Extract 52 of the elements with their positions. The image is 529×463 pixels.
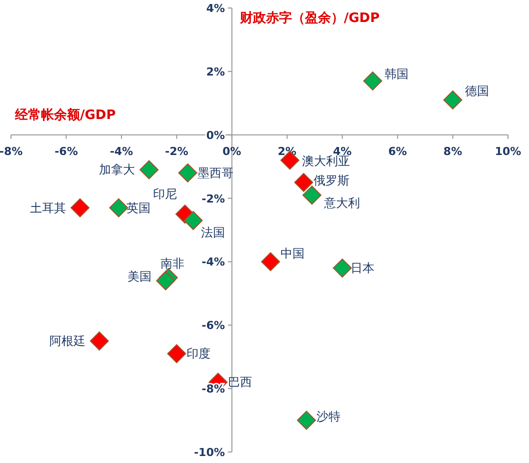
x-tick-label: -2% bbox=[165, 144, 188, 158]
point bbox=[90, 332, 109, 350]
annotation: 英国 bbox=[126, 200, 151, 215]
point bbox=[156, 271, 176, 290]
annotation: 印度 bbox=[186, 346, 211, 361]
y-tick-label: 0% bbox=[206, 128, 225, 142]
point bbox=[261, 252, 280, 272]
annotation: 阿根廷 bbox=[49, 334, 86, 348]
point bbox=[332, 258, 352, 278]
point bbox=[178, 163, 198, 182]
x-tick-label: -6% bbox=[54, 144, 78, 158]
point bbox=[363, 71, 382, 90]
annotation: 墨西哥 bbox=[198, 166, 234, 180]
y-tick-label: 2% bbox=[206, 65, 225, 78]
annotation: 德国 bbox=[464, 84, 489, 98]
x-tick-label: 10% bbox=[494, 144, 522, 158]
y-tick-label: 4% bbox=[206, 2, 225, 15]
x-tick-label: 8% bbox=[443, 144, 462, 158]
annotation: 澳大利亚 bbox=[302, 154, 350, 168]
annotation: 俄罗斯 bbox=[314, 173, 350, 188]
y-tick-label: -8% bbox=[202, 382, 225, 396]
y-axis-title: 财政赤字（盈余）/GDP bbox=[238, 10, 380, 26]
annotation: 意大利 bbox=[322, 196, 360, 210]
x-tick-label: -4% bbox=[110, 144, 134, 158]
point bbox=[296, 410, 316, 430]
point bbox=[140, 160, 159, 180]
x-axis-title: 经常帐余额/GDP bbox=[14, 106, 116, 123]
y-tick-label: -10% bbox=[194, 446, 225, 459]
point bbox=[294, 172, 314, 192]
annotation: 沙特 bbox=[316, 409, 340, 424]
annotation: 加拿大 bbox=[99, 162, 136, 177]
x-tick-label: -8% bbox=[0, 144, 23, 158]
point bbox=[184, 210, 203, 230]
point bbox=[302, 186, 322, 205]
annotation: 韩国 bbox=[384, 66, 409, 81]
annotation: 日本 bbox=[350, 261, 374, 276]
annotation: 土耳其 bbox=[30, 200, 66, 215]
annotation: 印尼 bbox=[152, 187, 177, 202]
annotation: 巴西 bbox=[228, 375, 252, 390]
annotation: 美国 bbox=[128, 270, 152, 284]
point bbox=[167, 344, 186, 364]
y-tick-label: -6% bbox=[202, 319, 225, 332]
point bbox=[109, 198, 128, 218]
point bbox=[443, 90, 462, 110]
x-tick-label: 0% bbox=[222, 144, 242, 158]
x-tick-label: 6% bbox=[388, 144, 407, 158]
point bbox=[70, 198, 90, 218]
y-tick-label: -4% bbox=[202, 256, 225, 269]
y-tick-label: -2% bbox=[202, 192, 225, 206]
annotation: 中国 bbox=[280, 246, 305, 261]
annotation: 法国 bbox=[201, 225, 226, 240]
annotation: 南非 bbox=[160, 256, 184, 271]
